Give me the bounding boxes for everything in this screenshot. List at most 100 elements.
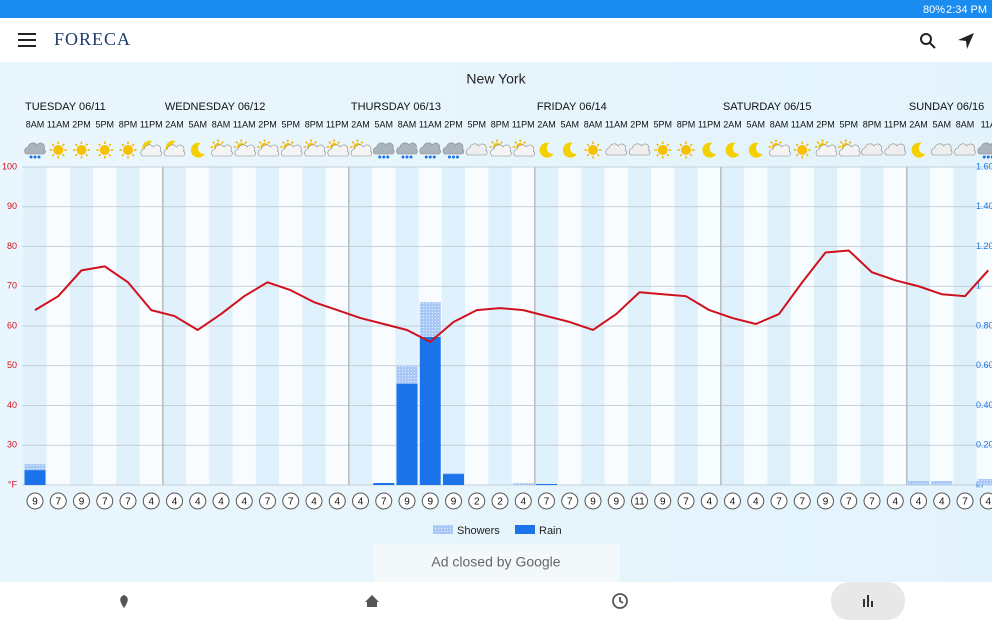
ad-box bbox=[373, 544, 620, 582]
y-tick-label: 30 bbox=[7, 440, 17, 450]
day-label: THURSDAY 06/13 bbox=[351, 101, 441, 113]
rain-drop bbox=[452, 155, 455, 159]
wind-circle bbox=[445, 492, 462, 510]
wind-speed: 7 bbox=[102, 497, 108, 508]
sun-ray bbox=[258, 141, 262, 144]
cloud-icon bbox=[861, 143, 883, 156]
wind-speed: 4 bbox=[311, 497, 317, 508]
wind-speed: 9 bbox=[451, 497, 457, 508]
y2-tick-label: 1.20 bbox=[976, 241, 992, 251]
sun-ray bbox=[98, 153, 102, 157]
wind-circle bbox=[607, 492, 625, 510]
time-label: 8AM bbox=[26, 119, 45, 129]
wind-speed: 7 bbox=[288, 497, 294, 508]
sun-ray bbox=[98, 143, 102, 147]
cloud-icon bbox=[513, 144, 535, 157]
moon-icon bbox=[911, 142, 926, 158]
rain-bar bbox=[24, 470, 46, 485]
time-label: 8AM bbox=[398, 119, 417, 129]
time-label: 5AM bbox=[188, 119, 207, 129]
cloud-icon bbox=[605, 143, 627, 156]
wind-speed: 7 bbox=[544, 497, 550, 508]
sun-ray bbox=[805, 143, 809, 147]
sun-ray bbox=[779, 141, 782, 144]
showers-bar bbox=[443, 473, 464, 475]
wind-circle bbox=[259, 492, 276, 510]
time-label: 2PM bbox=[258, 119, 277, 129]
nav-home[interactable] bbox=[365, 595, 379, 607]
sun-disc bbox=[588, 145, 598, 155]
cloud-icon bbox=[815, 144, 838, 157]
cloud-icon bbox=[373, 142, 395, 155]
sun-ray bbox=[586, 143, 590, 147]
wind-circle bbox=[305, 492, 323, 510]
sun-disc bbox=[657, 145, 668, 155]
rain-drop bbox=[456, 155, 459, 159]
wind-speed: 4 bbox=[892, 497, 898, 508]
rain-drop bbox=[29, 155, 33, 159]
wind-circle bbox=[724, 492, 741, 510]
rain-bar bbox=[536, 484, 557, 485]
time-label: 2PM bbox=[444, 119, 463, 129]
rain-drop bbox=[986, 155, 990, 159]
wind-circle bbox=[491, 492, 509, 510]
wind-circle bbox=[73, 492, 90, 510]
temperature-line bbox=[34, 249, 989, 343]
time-label: 5PM bbox=[467, 119, 486, 129]
battery: 80% bbox=[923, 4, 945, 16]
wind-circle bbox=[677, 492, 695, 510]
nav-places[interactable] bbox=[120, 595, 128, 608]
wind-speed: 9 bbox=[660, 497, 666, 508]
sun-disc bbox=[53, 145, 64, 155]
wind-speed: 9 bbox=[823, 497, 829, 508]
sun-ray bbox=[244, 141, 248, 144]
sun-disc bbox=[76, 145, 87, 155]
wind-circle bbox=[886, 492, 904, 510]
y-tick-label: 80 bbox=[7, 241, 17, 251]
day-label: FRIDAY 06/14 bbox=[537, 101, 607, 113]
cloud-icon bbox=[211, 144, 233, 157]
sun-ray bbox=[281, 141, 285, 144]
nav-graph[interactable] bbox=[863, 595, 873, 607]
wind-speed: 9 bbox=[427, 497, 433, 508]
sun-disc bbox=[99, 145, 110, 155]
wind-speed: 4 bbox=[195, 497, 201, 508]
y2-tick-label: 1 bbox=[976, 281, 981, 291]
locate-button[interactable] bbox=[958, 33, 974, 49]
y2-tick-label: 0.60 bbox=[976, 360, 992, 370]
time-label: 2PM bbox=[72, 119, 91, 129]
search-button[interactable] bbox=[920, 33, 936, 49]
nav-hourly[interactable] bbox=[612, 593, 628, 609]
cloud-icon bbox=[163, 144, 186, 157]
sun-ray bbox=[351, 141, 355, 144]
time-label: 5AM bbox=[560, 119, 579, 129]
wind-speed: 7 bbox=[869, 497, 875, 508]
sun-ray bbox=[121, 143, 125, 147]
cloud-icon bbox=[281, 144, 303, 157]
sun-ray bbox=[679, 153, 683, 157]
legend-label: Rain bbox=[539, 525, 562, 537]
wind-circle bbox=[817, 492, 834, 510]
wind-speed: 4 bbox=[218, 497, 224, 508]
wind-circle bbox=[863, 492, 881, 510]
sun-ray bbox=[290, 141, 294, 144]
wind-circle bbox=[770, 492, 788, 510]
sun-ray bbox=[85, 143, 89, 147]
cloud-icon bbox=[396, 142, 418, 155]
cloud-icon bbox=[419, 142, 441, 155]
sun-ray bbox=[235, 141, 239, 144]
sun-ray bbox=[689, 153, 693, 157]
y-tick-label: 70 bbox=[7, 281, 17, 291]
sun-ray bbox=[689, 143, 693, 147]
time-label: 5AM bbox=[746, 119, 765, 129]
wind-circle bbox=[328, 492, 346, 510]
rain-drop bbox=[386, 155, 390, 159]
wind-circle bbox=[282, 492, 300, 510]
menu-button[interactable] bbox=[18, 33, 36, 47]
sun-ray bbox=[74, 153, 78, 157]
time-label: 11AM bbox=[791, 119, 814, 129]
sun-ray bbox=[131, 153, 135, 157]
sun-ray bbox=[656, 143, 660, 147]
wind-circle bbox=[49, 492, 67, 510]
bottom-nav bbox=[0, 582, 992, 620]
